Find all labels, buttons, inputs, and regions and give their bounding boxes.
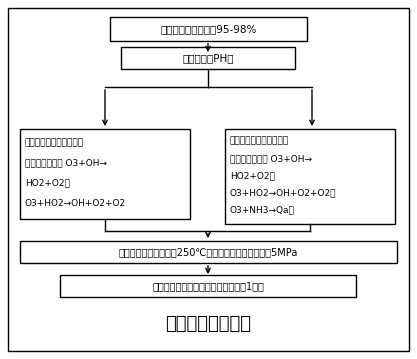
Text: HO2+O2；: HO2+O2； bbox=[25, 178, 70, 187]
Bar bbox=[20, 241, 397, 263]
Text: 检测污泥的PH值: 检测污泥的PH值 bbox=[182, 53, 234, 63]
Text: 对污泥进行催化湿式氧化处理时间为1小时: 对污泥进行催化湿式氧化处理时间为1小时 bbox=[152, 281, 264, 291]
Text: O3+HO2→OH+O2+O2: O3+HO2→OH+O2+O2 bbox=[25, 199, 126, 208]
Bar bbox=[110, 17, 307, 41]
Text: HO2+O2；: HO2+O2； bbox=[230, 171, 275, 180]
Bar bbox=[121, 47, 295, 69]
Bar bbox=[225, 129, 395, 224]
Text: 催化湿式氧化处理: 催化湿式氧化处理 bbox=[165, 315, 251, 333]
Text: 将污泥含水率调节至95-98%: 将污泥含水率调节至95-98% bbox=[160, 24, 257, 34]
Bar bbox=[20, 129, 190, 219]
Text: 当检测到污泥为碱性时，: 当检测到污泥为碱性时， bbox=[230, 136, 289, 146]
Text: 发生的反应为： O3+OH→: 发生的反应为： O3+OH→ bbox=[230, 154, 312, 163]
Text: 发生的反应为： O3+OH→: 发生的反应为： O3+OH→ bbox=[25, 159, 107, 168]
Text: 当检测到污泥为酸性时，: 当检测到污泥为酸性时， bbox=[25, 139, 84, 148]
Text: O3+NH3→Qa；: O3+NH3→Qa； bbox=[230, 206, 295, 215]
Text: 将反应器中温度调节为250℃，将反应器中压力调节至5MPa: 将反应器中温度调节为250℃，将反应器中压力调节至5MPa bbox=[119, 247, 298, 257]
Text: O3+HO2→OH+O2+O2，: O3+HO2→OH+O2+O2， bbox=[230, 188, 337, 197]
Bar bbox=[60, 275, 356, 297]
